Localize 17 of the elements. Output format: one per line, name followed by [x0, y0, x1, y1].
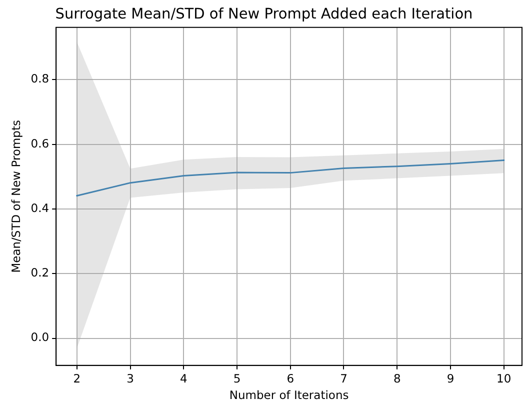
y-tick-label: 0.2	[30, 266, 50, 280]
x-tick-label: 3	[126, 371, 134, 386]
y-axis-title: Mean/STD of New Prompts	[8, 120, 23, 273]
x-tick-label: 9	[446, 371, 454, 386]
y-tick-label: 0.8	[30, 72, 50, 86]
y-tick-label: 0.6	[30, 136, 50, 150]
x-tick-label: 8	[393, 371, 401, 386]
x-tick-label: 5	[233, 371, 241, 386]
x-axis-title: Number of Iterations	[229, 388, 349, 402]
x-tick-label: 10	[496, 371, 512, 386]
y-tick-label: 0.4	[30, 200, 50, 215]
x-tick-label: 4	[180, 371, 188, 386]
chart-title: Surrogate Mean/STD of New Prompt Added each Iteration	[55, 6, 473, 22]
x-tick-label: 2	[73, 371, 81, 386]
x-tick-label: 7	[340, 371, 348, 386]
y-tick-label: 0.0	[30, 330, 50, 344]
x-tick-label: 6	[286, 371, 294, 386]
